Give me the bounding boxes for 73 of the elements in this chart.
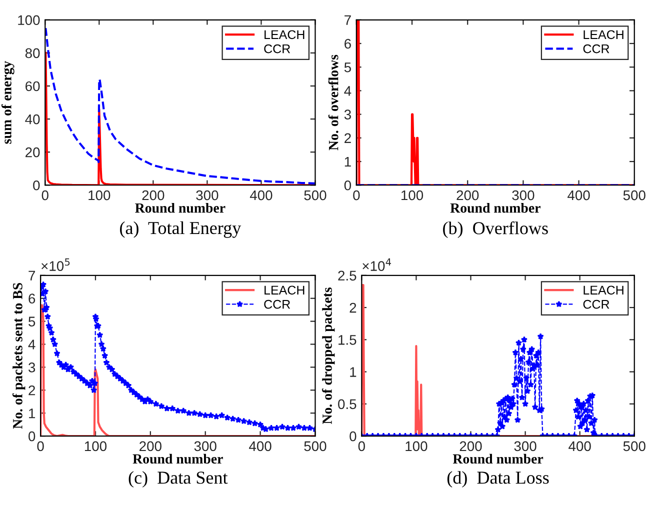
x-tick-label: 0	[358, 441, 365, 452]
text: (b) Overflows	[443, 221, 548, 238]
y-tick-label: 3	[344, 110, 351, 120]
y-tick-label: 4	[28, 340, 36, 350]
legend-label: CCR	[264, 44, 290, 54]
y-tick-label: 1	[29, 408, 36, 418]
y-tick-label: 6	[28, 294, 36, 304]
x-tick-label: 400	[249, 441, 272, 452]
x-axis-title: Round number	[452, 454, 544, 464]
legend-label: LEACH	[584, 286, 624, 295]
y-tick-label: 1.5	[338, 335, 356, 345]
y-tick-label: 2	[350, 302, 356, 313]
x-tick-label: 300	[194, 441, 216, 452]
x-tick-label: 500	[623, 190, 646, 200]
y-axis-title: No. of overflows	[328, 54, 338, 150]
y-tick-label: 2	[344, 133, 351, 143]
x-tick-label: 400	[568, 190, 590, 200]
y-tick-label: 2.5	[338, 270, 356, 281]
text: (c) Data Sent	[128, 471, 228, 488]
y-tick-label: 0	[350, 431, 356, 442]
x-tick-label: 200	[142, 190, 164, 200]
x-tick-label: 400	[250, 190, 272, 200]
y-tick-label: 1	[344, 157, 351, 167]
y-tick-label: 5	[28, 316, 36, 326]
y-axis-title: No. of packets sent to BS	[12, 283, 26, 429]
y-tick-label: 3	[28, 362, 36, 372]
x-tick-label: 200	[140, 441, 162, 452]
legend-label: CCR	[583, 44, 610, 54]
x-tick-label: 500	[623, 441, 646, 452]
y-tick-label: 20	[26, 147, 40, 158]
x-tick-label: 100	[88, 190, 110, 200]
y-tick-label: 0.5	[338, 399, 356, 410]
text: (a) Total Energy	[120, 221, 242, 238]
line-series	[356, 20, 634, 186]
legend-label: LEACH	[584, 30, 624, 40]
x-axis-title: Round number	[135, 202, 226, 213]
y-tick-label: 4	[344, 86, 352, 96]
x-tick-label: 300	[514, 441, 536, 452]
y-tick-label: 5	[344, 62, 351, 72]
y-tick-label: 7	[28, 270, 35, 280]
x-tick-label: 200	[456, 190, 479, 200]
y-axis-title: sum of energy	[1, 60, 14, 144]
y-tick-label: 0	[33, 180, 40, 190]
y-tick-label: 100	[18, 15, 40, 26]
y-tick-label: 40	[25, 114, 40, 124]
y-tick-label: 1	[350, 367, 356, 377]
y-tick-label: 7	[344, 15, 351, 25]
y-tick-label: 60	[26, 81, 40, 92]
x-tick-label: 100	[84, 441, 107, 452]
y-tick-label: 2	[28, 385, 35, 396]
text: ×10$^{5}$	[42, 258, 70, 271]
x-tick-label: 100	[401, 190, 424, 200]
legend-label: CCR	[264, 300, 290, 309]
x-tick-label: 500	[304, 441, 326, 452]
y-tick-label: 0	[28, 431, 36, 442]
x-tick-label: 300	[512, 190, 534, 200]
x-tick-label: 200	[460, 441, 482, 452]
y-tick-label: 0	[344, 180, 352, 190]
legend-label: LEACH	[264, 286, 304, 295]
legend-label: CCR	[583, 300, 610, 309]
x-axis-title: Round number	[132, 454, 223, 464]
x-tick-label: 100	[406, 441, 428, 452]
y-tick-label: 6	[344, 38, 351, 49]
text: ×10$^{4}$	[362, 258, 391, 271]
legend-label: LEACH	[264, 30, 304, 40]
x-tick-label: 0	[42, 190, 48, 200]
x-tick-label: 400	[568, 441, 591, 452]
x-tick-label: 500	[304, 190, 326, 200]
y-axis-title: No. of dropped packets	[322, 288, 335, 424]
y-tick-label: 80	[25, 48, 40, 58]
text: (d) Data Loss	[447, 471, 549, 488]
x-tick-label: 300	[196, 190, 218, 200]
x-axis-title: Round number	[450, 202, 540, 213]
